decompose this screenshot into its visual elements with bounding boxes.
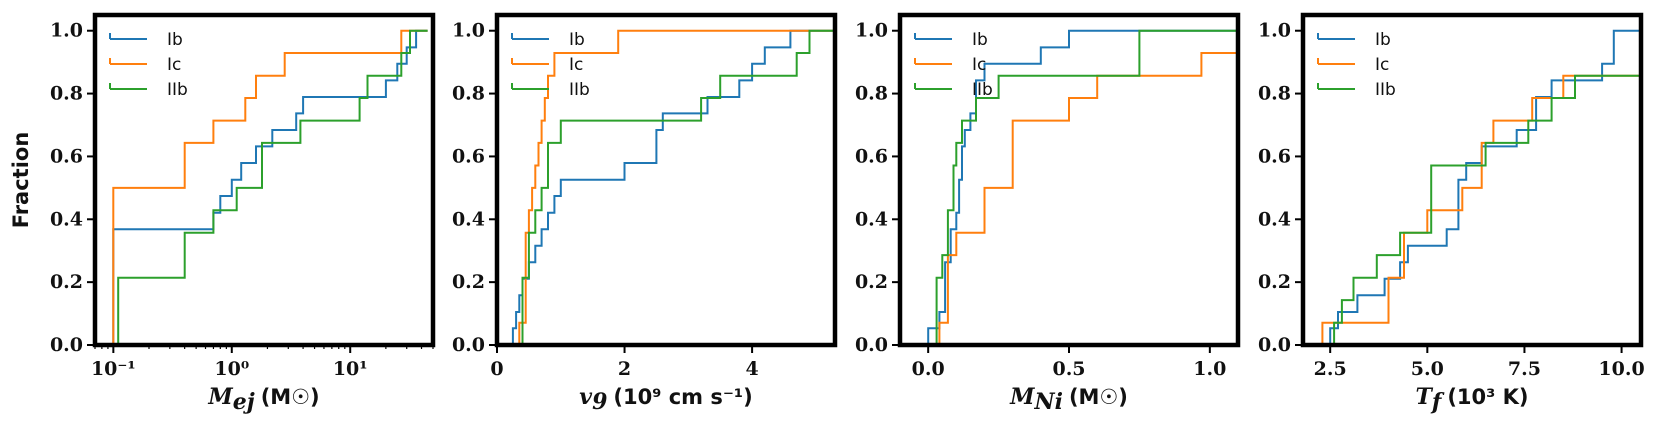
series-group <box>927 29 1238 345</box>
x-tick-label: 0 <box>490 358 503 380</box>
legend-label-ic: Ic <box>569 55 583 75</box>
legend-label-ic: Ic <box>1375 55 1389 75</box>
x-axis-label: v9 (10⁹ cm s⁻¹) <box>579 384 752 415</box>
x-axis-label-subscript: ej <box>233 389 255 415</box>
series-group <box>511 29 835 345</box>
legend-label-ic: Ic <box>972 55 986 75</box>
legend-label-ib: Ib <box>1375 30 1391 50</box>
y-tick-label: 0.8 <box>452 83 485 105</box>
y-tick-label: 0.4 <box>855 208 888 230</box>
x-axis-label: MNi (M☉) <box>1009 384 1128 415</box>
plot-frame <box>92 12 436 348</box>
y-tick-label: 0.8 <box>855 83 888 105</box>
legend: Ib Ic IIb <box>914 30 993 100</box>
y-tick-label: 1.0 <box>1258 20 1291 42</box>
x-axis-label-units: (10³ K) <box>1447 385 1528 409</box>
y-axis-label: Fraction <box>9 132 33 229</box>
series-line-ic <box>112 29 428 345</box>
x-axis-label-units: (M☉) <box>261 385 320 409</box>
x-tick-label: 10.0 <box>1598 358 1644 380</box>
x-axis-label-symbol: M <box>207 384 233 410</box>
y-tick-label: 1.0 <box>855 20 888 42</box>
y-tick-label: 0.6 <box>1258 145 1291 167</box>
y-tick-label: 0.6 <box>855 145 888 167</box>
x-tick-label: 0.0 <box>912 358 945 380</box>
x-tick-label: 2 <box>618 358 631 380</box>
y-tick-label: 0.2 <box>1258 271 1291 293</box>
x-tick-label: 10¹ <box>333 358 368 380</box>
legend-label-iib: IIb <box>1375 80 1396 100</box>
legend-label-iib: IIb <box>972 80 993 100</box>
x-axis-label: Mej (M☉) <box>207 384 319 415</box>
y-tick-label: 0.4 <box>1258 208 1291 230</box>
legend-label-iib: IIb <box>167 80 188 100</box>
y-tick-label: 0.4 <box>50 208 83 230</box>
y-tick-label: 0.0 <box>50 334 83 356</box>
x-axis-label-symbol: v <box>579 384 592 410</box>
series-group <box>1321 29 1641 345</box>
series-line-iib <box>1333 30 1641 345</box>
series-line-ib <box>927 29 1238 345</box>
x-tick-label: 0.5 <box>1052 358 1085 380</box>
series-line-iib <box>521 29 835 345</box>
legend: Ib Ic IIb <box>109 30 188 100</box>
legend-label-iib: IIb <box>569 80 590 100</box>
y-tick-label: 0.4 <box>452 208 485 230</box>
y-tick-label: 0.0 <box>855 334 888 356</box>
x-tick-label: 1.0 <box>1193 358 1226 380</box>
plot-frame <box>494 12 838 348</box>
y-tick-label: 1.0 <box>452 20 485 42</box>
panel-2: 0.00.20.40.60.81.00 2 4v9 (10⁹ cm s⁻¹)IbIcI… <box>452 12 838 415</box>
y-tick-label: 0.6 <box>452 145 485 167</box>
series-group <box>112 29 428 345</box>
x-axis-label-subscript: 9 <box>592 389 607 415</box>
x-axis-label-units: (10⁹ cm s⁻¹) <box>613 385 752 409</box>
y-tick-label: 0.0 <box>452 334 485 356</box>
y-tick-label: 0.2 <box>855 271 888 293</box>
series-line-ib <box>112 29 428 345</box>
x-tick-label: 7.5 <box>1508 358 1541 380</box>
legend: Ib Ic IIb <box>1317 30 1396 100</box>
x-tick-label: 2.5 <box>1314 358 1347 380</box>
y-tick-label: 0.2 <box>50 271 83 293</box>
x-axis-label-symbol: T <box>1415 384 1433 410</box>
x-axis-label-symbol: M <box>1009 384 1035 410</box>
series-line-ic <box>518 29 835 345</box>
plot-frame <box>1300 12 1644 348</box>
y-tick-label: 0.0 <box>1258 334 1291 356</box>
x-axis-label: Tf (10³ K) <box>1415 384 1528 415</box>
y-tick-label: 0.2 <box>452 271 485 293</box>
legend-label-ib: Ib <box>569 30 585 50</box>
y-tick-label: 0.8 <box>50 83 83 105</box>
legend-label-ib: Ib <box>167 30 183 50</box>
x-tick-label: 5.0 <box>1411 358 1444 380</box>
x-tick-label: 10⁻¹ <box>91 358 136 380</box>
y-tick-label: 1.0 <box>50 20 83 42</box>
y-tick-label: 0.6 <box>50 145 83 167</box>
panel-3: 0.0 0.2 0.4 0.6 0.8 1.0 0.0 0.5 1.0 MNi (M☉) Ib Ic II… <box>855 12 1241 415</box>
x-axis-label-subscript: f <box>1430 389 1445 415</box>
legend-label-ib: Ib <box>972 30 988 50</box>
y-tick-label: 0.8 <box>1258 83 1291 105</box>
series-line-ib <box>511 29 835 345</box>
series-line-ic <box>1321 30 1641 345</box>
plot-frame <box>897 12 1241 348</box>
series-line-iib <box>117 29 428 345</box>
x-tick-label: 10⁰ <box>214 358 249 380</box>
x-axis-label-subscript: Ni <box>1033 389 1062 415</box>
series-line-iib <box>935 29 1238 345</box>
x-tick-label: 4 <box>745 358 758 380</box>
series-line-ib <box>1329 29 1641 345</box>
legend: Ib Ic IIb <box>511 30 590 100</box>
panel-4: 0.0 0.2 0.4 0.6 0.8 1.0 2.5 5.0 7.5 10.0 Tf (10³ K)… <box>1258 12 1645 415</box>
legend-label-ic: Ic <box>167 55 181 75</box>
x-axis-label-units: (M☉) <box>1069 385 1128 409</box>
